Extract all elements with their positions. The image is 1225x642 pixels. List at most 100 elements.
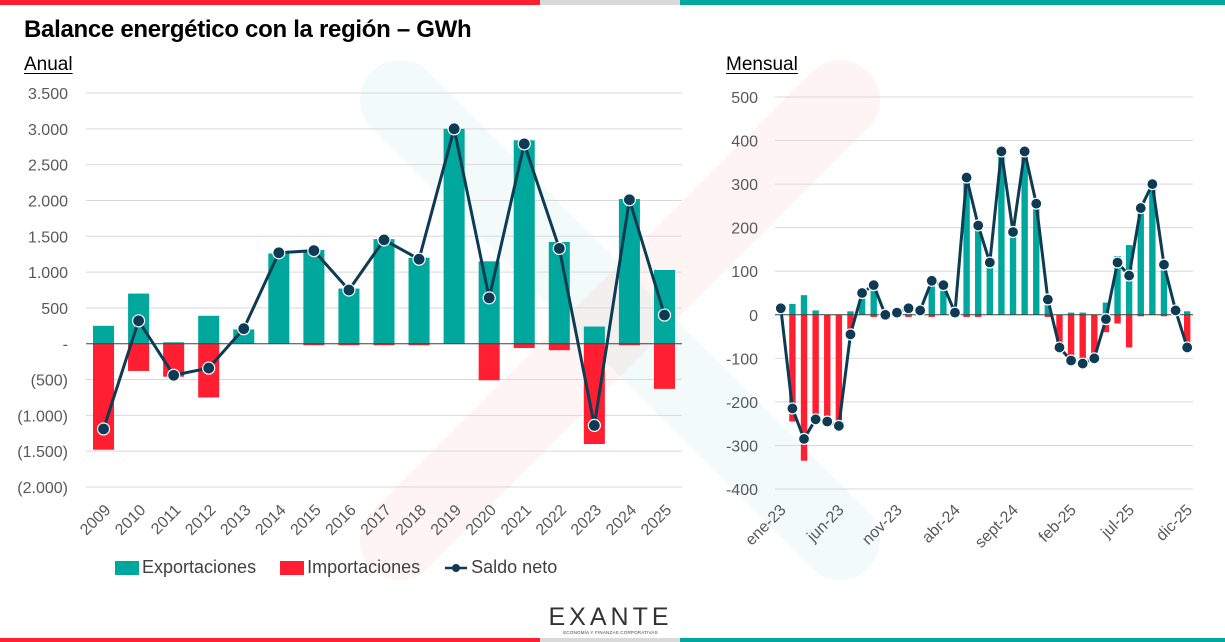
export-bar — [928, 282, 935, 315]
x-tick-label: 2012 — [182, 502, 219, 539]
net-balance-point — [914, 304, 927, 317]
net-balance-point — [1146, 178, 1159, 191]
net-balance-point — [657, 308, 672, 322]
net-balance-point — [948, 306, 962, 319]
y-tick-label: -100 — [726, 351, 758, 368]
net-balance-point — [809, 413, 822, 426]
net-balance-point — [1030, 197, 1043, 210]
x-tick-label: 2022 — [533, 502, 570, 539]
legend-item-imports: Importaciones — [280, 557, 420, 578]
legend-net-label: Saldo neto — [471, 557, 558, 577]
import-bar — [303, 343, 325, 346]
export-bar — [373, 239, 395, 344]
net-balance-point — [855, 286, 869, 300]
export-bar — [443, 128, 465, 344]
x-tick-label: sept-24 — [972, 502, 1022, 552]
net-balance-point — [1041, 293, 1054, 306]
y-tick-label: 1.500 — [28, 229, 68, 246]
net-balance-point — [1181, 341, 1194, 354]
y-tick-label: -200 — [726, 395, 758, 412]
line-marker-icon — [445, 563, 468, 572]
export-bar — [583, 326, 605, 344]
y-tick-label: (2.000) — [17, 480, 68, 497]
export-bar — [858, 293, 866, 315]
import-bar — [583, 343, 605, 445]
net-balance-point — [202, 361, 216, 375]
export-bar — [408, 257, 430, 344]
y-tick-label: (1.000) — [17, 408, 68, 425]
export-bar — [1149, 186, 1156, 315]
import-bar — [963, 314, 970, 317]
x-tick-label: 2014 — [252, 502, 289, 539]
import-bar — [478, 343, 500, 381]
import-bar — [513, 343, 535, 349]
import-bar — [812, 314, 819, 424]
export-bar — [513, 140, 535, 344]
y-tick-label: -300 — [726, 438, 758, 455]
x-tick-label: abr-24 — [919, 502, 964, 547]
net-balance-point — [1169, 304, 1182, 317]
net-balance-point — [131, 314, 146, 328]
y-tick-label: (1.500) — [17, 444, 68, 461]
export-bar — [1102, 302, 1110, 315]
x-tick-label: 2010 — [112, 502, 149, 539]
net-balance-point — [1064, 354, 1078, 367]
net-balance-point — [972, 219, 985, 232]
net-balance-point — [867, 279, 880, 292]
net-balance-point — [237, 322, 251, 336]
net-balance-point — [925, 274, 938, 287]
export-bar — [1044, 299, 1052, 315]
import-bar — [824, 314, 831, 422]
x-tick-label: jul-25 — [1098, 502, 1138, 542]
net-balance-point — [517, 137, 531, 151]
net-balance-point — [1099, 313, 1113, 326]
y-tick-label: 300 — [731, 177, 758, 194]
import-bar — [847, 314, 854, 337]
export-bar — [1137, 210, 1144, 315]
export-bar — [870, 286, 877, 315]
annual-chart: 3.500 3.000 2.500 2.000 1.500 1.000 500 - (500) (… — [17, 86, 682, 539]
brand-bar-grey — [540, 0, 680, 5]
legend-exports-label: Exportaciones — [142, 557, 257, 577]
y-tick-label: (500) — [31, 373, 68, 390]
net-balance-point — [447, 122, 461, 136]
y-tick-label: 1.000 — [28, 265, 68, 282]
net-balance-point — [342, 283, 356, 297]
export-bar — [1009, 232, 1017, 315]
net-balance-point — [774, 302, 787, 315]
import-bar — [1184, 314, 1191, 348]
import-bar — [548, 343, 570, 351]
net-balance-point — [1018, 145, 1031, 158]
net-balance-point — [1088, 352, 1101, 365]
net-balance-point — [960, 171, 973, 184]
net-balance-point — [1076, 357, 1089, 370]
x-tick-label: 2016 — [323, 502, 360, 539]
export-bar — [1021, 151, 1028, 315]
imports-swatch-icon — [280, 560, 305, 575]
net-balance-point — [1123, 269, 1136, 282]
net-balance-point — [272, 246, 286, 260]
export-bar — [1067, 312, 1075, 315]
net-balance-point — [890, 306, 904, 319]
legend-item-exports: Exportaciones — [115, 557, 256, 578]
exports-swatch-icon — [115, 560, 139, 575]
net-balance-point — [1111, 256, 1124, 269]
net-balance-point — [983, 256, 996, 269]
export-bar — [975, 223, 982, 315]
net-balance-point — [552, 241, 566, 256]
export-bar — [163, 342, 185, 344]
y-tick-label: 3.500 — [28, 86, 68, 103]
monthly-chart: 500 400 300 200 100 0 -100 -200 -300 -400 ene-23 ju… — [726, 90, 1196, 552]
export-bar — [986, 262, 993, 315]
import-bar — [1079, 314, 1086, 363]
import-bar — [870, 314, 877, 317]
import-bar — [789, 314, 796, 422]
import-bar — [975, 314, 982, 317]
net-balance-point — [821, 415, 834, 428]
import-bar — [1091, 314, 1098, 359]
net-balance-point — [167, 368, 181, 382]
annual-subtitle: Anual — [24, 54, 73, 75]
x-tick-label: 2015 — [288, 502, 325, 539]
export-bar — [653, 269, 675, 344]
brand-bar-red — [0, 0, 540, 5]
